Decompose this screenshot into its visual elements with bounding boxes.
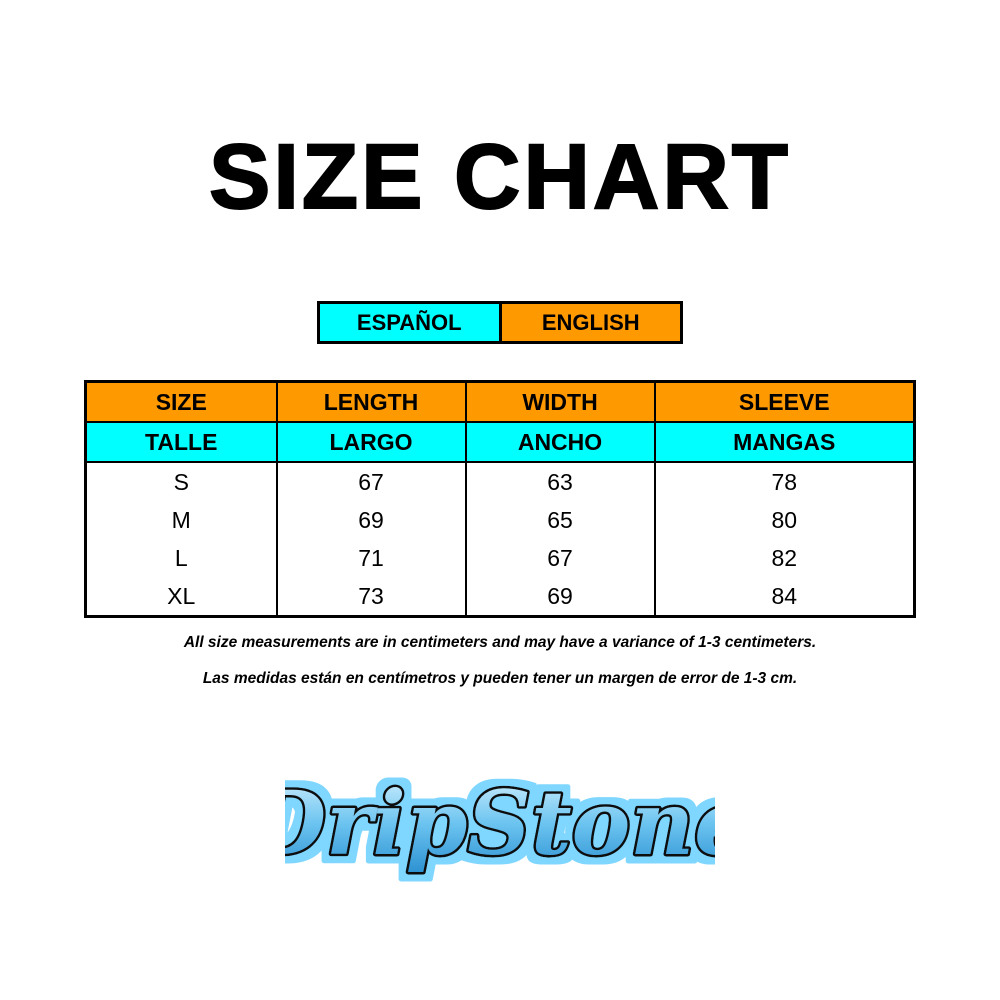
table-cell: 69	[275, 501, 466, 539]
table-cell: 73	[275, 577, 466, 617]
table-row: L 71 67 82	[86, 539, 915, 577]
header-row-english: SIZE LENGTH WIDTH SLEEVE	[85, 381, 915, 423]
table-row: M 69 65 80	[86, 501, 915, 539]
table-cell: 82	[653, 539, 915, 577]
table-cell: 69	[464, 577, 655, 617]
table-row: S 67 63 78	[86, 462, 915, 501]
header-row-spanish: TALLE LARGO ANCHO MANGAS	[85, 422, 915, 463]
table-cell: 67	[275, 462, 466, 501]
table-cell: 63	[464, 462, 655, 501]
size-table: SIZE LENGTH WIDTH SLEEVE TALLE LARGO ANC…	[84, 380, 916, 618]
header-cell: LENGTH	[275, 381, 466, 423]
dripstone-logo: DripStone	[285, 769, 715, 878]
table-cell: S	[173, 468, 189, 495]
note-english: All size measurements are in centimeters…	[183, 634, 817, 651]
table-cell: M	[171, 506, 191, 533]
table-cell: 84	[653, 577, 915, 617]
header-cell: ANCHO	[464, 422, 655, 463]
table-row: XL 73 69 84	[86, 577, 915, 617]
table-cell: L	[174, 544, 188, 571]
table-cell: 65	[464, 501, 655, 539]
table-cell: 71	[275, 539, 466, 577]
table-cell: 78	[653, 462, 915, 501]
header-cell: LARGO	[275, 422, 466, 463]
legend-english: ENGLISH	[501, 304, 680, 341]
logo-wordmark: DripStone	[285, 771, 715, 875]
language-legend: ESPAÑOL ENGLISH	[317, 301, 683, 344]
table-cell: 67	[464, 539, 655, 577]
table-cell: XL	[167, 582, 196, 609]
header-cell: WIDTH	[464, 381, 655, 423]
header-cell: MANGAS	[653, 422, 915, 463]
header-cell: TALLE	[85, 422, 277, 463]
legend-espanol: ESPAÑOL	[320, 304, 502, 341]
table-cell: 80	[653, 501, 915, 539]
header-cell: SLEEVE	[653, 381, 915, 423]
page-title: SIZE CHART	[208, 125, 791, 229]
note-spanish: Las medidas están en centímetros y puede…	[202, 670, 798, 687]
header-cell: SIZE	[85, 381, 277, 423]
